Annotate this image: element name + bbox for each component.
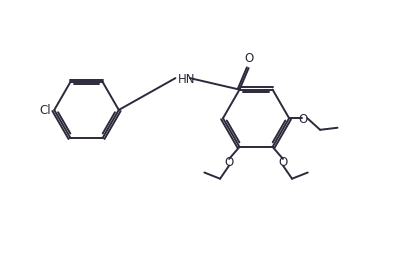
Text: O: O xyxy=(244,52,253,65)
Text: HN: HN xyxy=(178,72,195,85)
Text: Cl: Cl xyxy=(39,104,51,117)
Text: O: O xyxy=(278,155,288,168)
Text: O: O xyxy=(298,112,307,125)
Text: O: O xyxy=(224,155,234,168)
